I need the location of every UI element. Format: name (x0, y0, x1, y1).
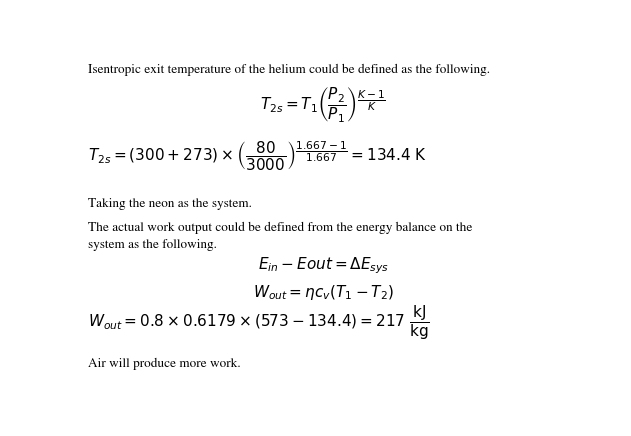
Text: The actual work output could be defined from the energy balance on the: The actual work output could be defined … (88, 222, 472, 234)
Text: $T_{2s} = (300 + 273) \times \left(\dfrac{80}{3000}\right)^{\dfrac{1.667-1}{1.66: $T_{2s} = (300 + 273) \times \left(\dfra… (88, 140, 427, 173)
Text: Isentropic exit temperature of the helium could be defined as the following.: Isentropic exit temperature of the heliu… (88, 64, 490, 76)
Text: system as the following.: system as the following. (88, 238, 216, 251)
Text: Air will produce more work.: Air will produce more work. (88, 358, 240, 370)
Text: $W_{out} = \eta c_v (T_1 - T_2)$: $W_{out} = \eta c_v (T_1 - T_2)$ (253, 283, 394, 302)
Text: $W_{out} = 0.8 \times 0.6179 \times (573 - 134.4) = 217\ \dfrac{\mathrm{kJ}}{\ma: $W_{out} = 0.8 \times 0.6179 \times (573… (88, 303, 430, 342)
Text: $T_{2s} = T_1 \left(\dfrac{P_2}{P_1}\right)^{\dfrac{K-1}{K}}$: $T_{2s} = T_1 \left(\dfrac{P_2}{P_1}\rig… (261, 85, 386, 124)
Text: Taking the neon as the system.: Taking the neon as the system. (88, 198, 252, 210)
Text: $E_{in} - Eout = \Delta E_{sys}$: $E_{in} - Eout = \Delta E_{sys}$ (258, 255, 389, 276)
